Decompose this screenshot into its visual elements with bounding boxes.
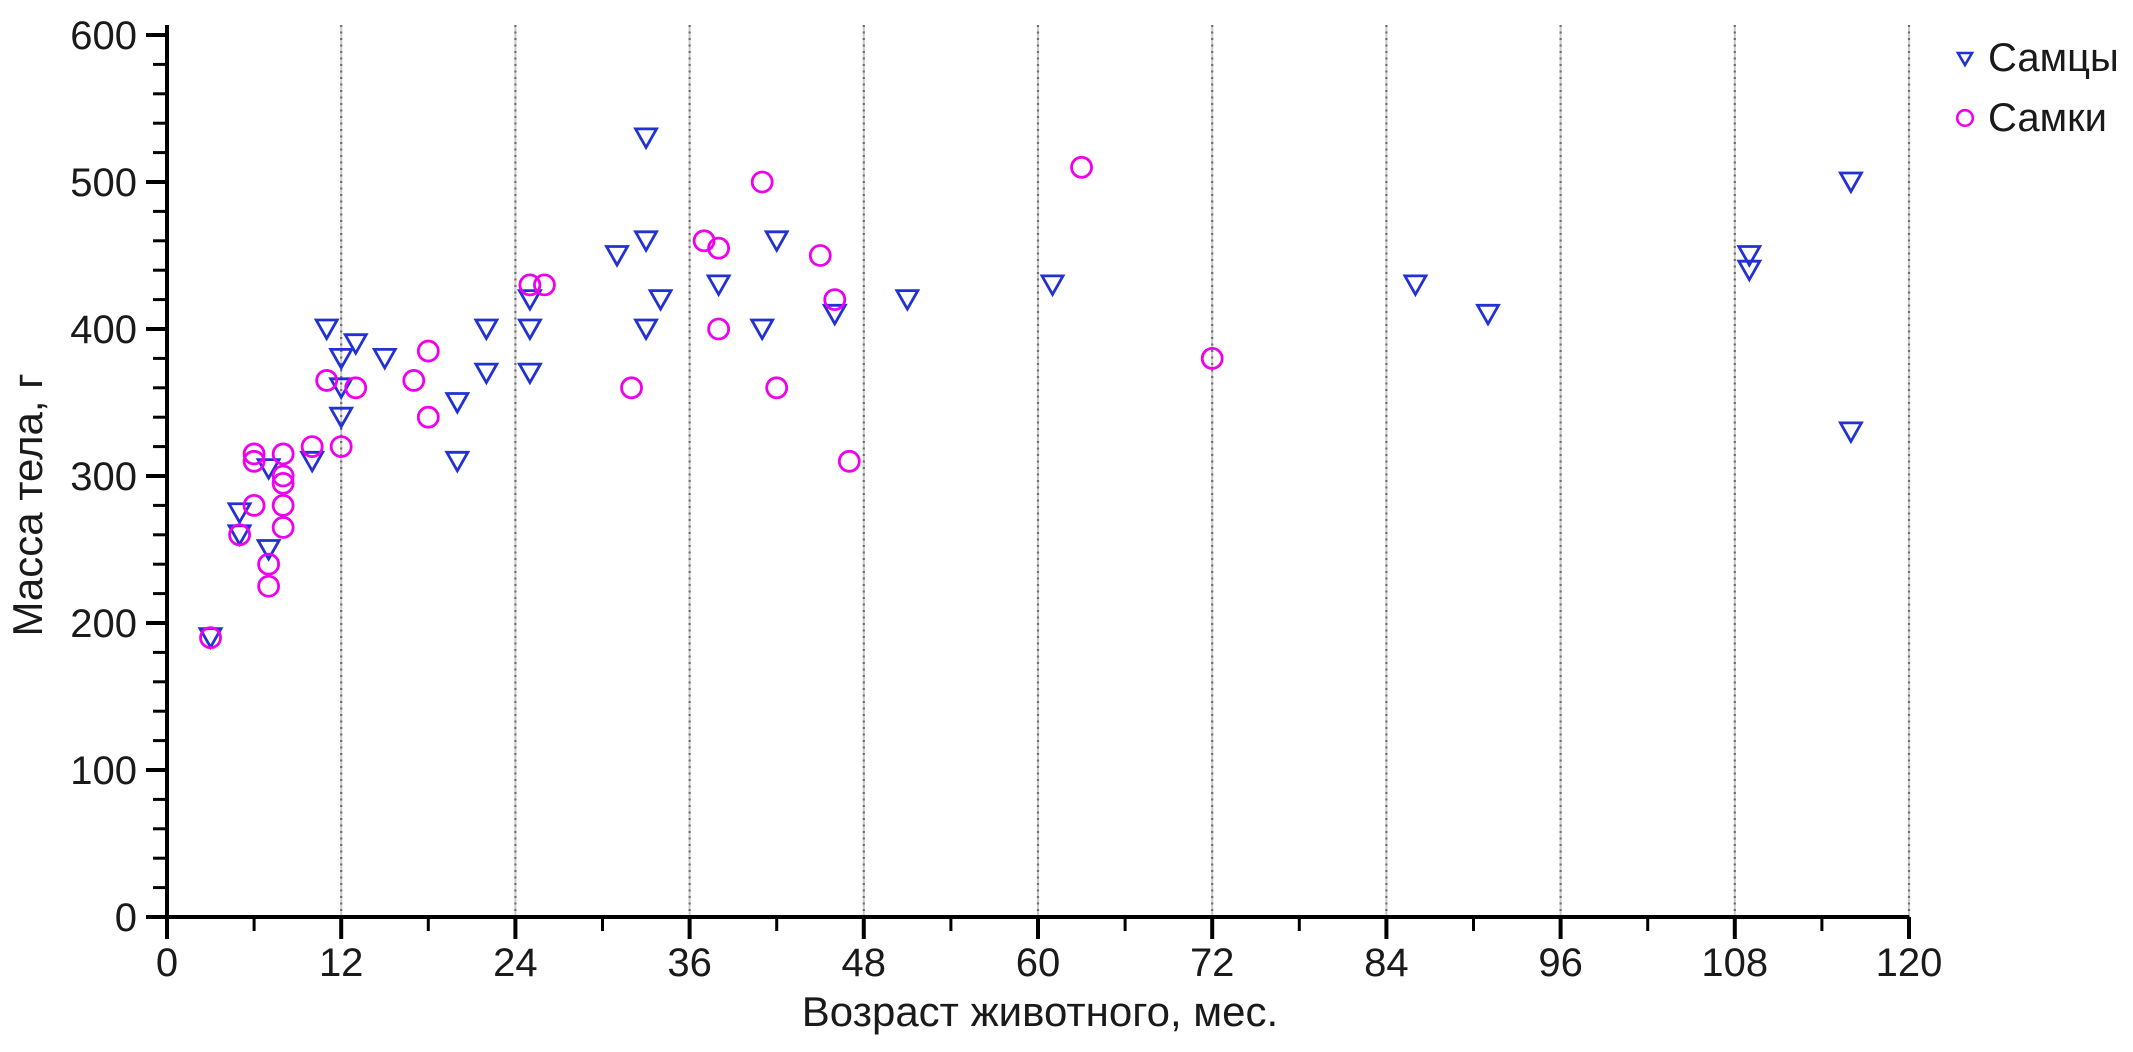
data-point-female <box>518 273 542 297</box>
y-tick-label: 400 <box>70 308 137 352</box>
x-tick-label: 24 <box>493 941 538 985</box>
data-point-male <box>894 289 921 312</box>
data-point-female <box>257 574 281 598</box>
x-axis-title: Возраст животного, мес. <box>801 988 1279 1035</box>
data-point-male <box>821 303 848 327</box>
data-point-male <box>763 230 790 254</box>
data-point-female <box>271 516 295 539</box>
legend: Самцы Самки <box>1952 38 2119 138</box>
data-point-female <box>271 464 295 488</box>
data-point-female <box>707 236 731 260</box>
data-point-female <box>1200 346 1224 370</box>
data-point-female <box>707 317 731 341</box>
x-tick-label: 0 <box>156 941 178 985</box>
legend-item-males: Самцы <box>1952 38 2119 78</box>
x-tick-label: 36 <box>667 941 712 985</box>
data-point-male <box>1402 274 1429 298</box>
y-tick-label: 200 <box>70 602 137 646</box>
data-point-female <box>242 449 266 473</box>
data-point-female <box>271 442 295 466</box>
x-tick-label: 60 <box>1016 941 1061 985</box>
data-point-male <box>517 318 543 342</box>
data-point-male <box>633 318 659 342</box>
data-point-female <box>750 170 774 194</box>
legend-label-females: Самки <box>1988 96 2107 140</box>
data-point-male <box>647 289 674 312</box>
data-point-female <box>199 626 222 650</box>
x-tick-label: 96 <box>1538 941 1583 985</box>
data-point-female <box>1070 155 1093 179</box>
data-point-female <box>242 442 266 466</box>
data-point-female <box>300 435 324 459</box>
data-point-male <box>1838 171 1864 195</box>
data-point-male <box>313 318 340 342</box>
data-point-female <box>315 369 339 392</box>
data-point-male <box>255 539 282 562</box>
x-tick-label: 84 <box>1364 941 1409 985</box>
y-tick-label: 300 <box>70 455 137 499</box>
data-point-male <box>328 406 355 430</box>
data-point-male <box>604 245 630 268</box>
data-point-male <box>226 502 253 526</box>
x-tick-label: 48 <box>842 941 887 985</box>
y-tick-label: 500 <box>70 161 137 205</box>
triangle-down-icon <box>1955 51 1975 68</box>
x-tick-label: 72 <box>1190 941 1235 985</box>
x-tick-label: 108 <box>1701 941 1768 985</box>
legend-item-females: Самки <box>1952 98 2119 138</box>
y-tick-label: 100 <box>70 749 137 793</box>
data-point-male <box>749 318 776 342</box>
data-point-female <box>271 471 295 495</box>
x-tick-label: 120 <box>1876 941 1943 985</box>
data-point-male <box>1039 274 1066 298</box>
data-point-male <box>255 458 282 481</box>
data-point-female <box>257 552 281 576</box>
data-point-male <box>1736 245 1763 268</box>
data-point-male <box>473 362 500 386</box>
data-point-female <box>808 244 832 267</box>
y-axis-title: Масса тела, г <box>4 373 51 637</box>
data-point-male <box>1838 421 1864 445</box>
y-tick-label: 600 <box>70 14 137 58</box>
data-point-male <box>705 274 732 298</box>
data-point-male <box>633 127 659 151</box>
data-point-female <box>416 339 440 363</box>
data-point-female <box>242 493 266 517</box>
data-point-female <box>620 376 643 400</box>
data-point-female <box>402 369 426 392</box>
data-point-male <box>299 450 326 474</box>
data-point-female <box>344 376 368 400</box>
data-point-female <box>837 449 861 473</box>
x-tick-label: 12 <box>319 941 364 985</box>
legend-label-males: Самцы <box>1988 36 2119 80</box>
data-point-male <box>328 347 355 371</box>
data-point-male <box>473 318 500 342</box>
data-point-male <box>444 450 471 474</box>
data-point-male <box>371 347 398 371</box>
y-tick-label: 0 <box>115 896 137 940</box>
circle-icon <box>1955 108 1975 128</box>
data-point-male <box>444 392 471 415</box>
data-point-female <box>271 493 295 517</box>
data-point-female <box>416 405 440 429</box>
data-point-male <box>633 230 659 254</box>
data-point-male <box>517 362 543 386</box>
data-point-female <box>823 288 847 312</box>
data-point-female <box>329 435 353 459</box>
data-point-male <box>1736 259 1763 283</box>
data-point-male <box>342 333 369 357</box>
data-point-male <box>1475 303 1501 327</box>
data-point-female <box>533 273 556 297</box>
data-point-female <box>765 376 789 400</box>
data-point-female <box>228 523 251 547</box>
data-point-male <box>517 289 543 312</box>
